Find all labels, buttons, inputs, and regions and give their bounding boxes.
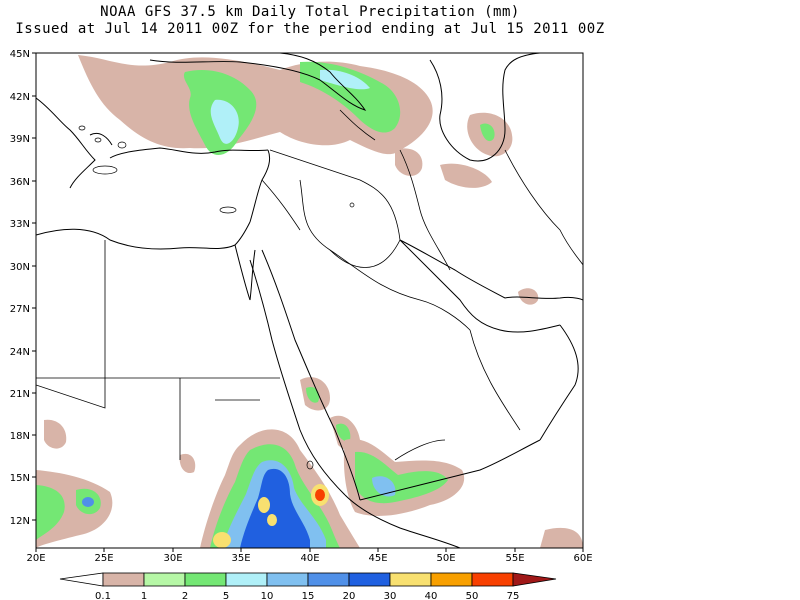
lat-tick: 27N: [10, 304, 36, 315]
precip-area-ethiopia-heavy: [240, 468, 310, 548]
colorbar-label: 5: [223, 591, 229, 600]
lon-label: 55E: [505, 553, 524, 564]
lat-label: 39N: [10, 134, 30, 145]
precip-area-iran-west: [395, 148, 423, 176]
precip-area-chad: [44, 419, 67, 449]
precip-area-turkey-mod: [210, 99, 239, 144]
precip-area-west-light: [36, 485, 65, 540]
precip-area-asir-light: [336, 423, 351, 442]
colorbar-swatch: [143, 572, 186, 587]
precip-area-sudan-north-light: [306, 386, 320, 403]
colorbar-swatch: [471, 572, 514, 587]
lat-tick: 33N: [10, 219, 36, 230]
lat-tick: 24N: [10, 347, 36, 358]
lat-label: 42N: [10, 92, 30, 103]
colorbar-swatch: [348, 572, 391, 587]
colorbar-swatch: [184, 572, 227, 587]
lon-label: 60E: [573, 553, 592, 564]
lon-label: 20E: [26, 553, 45, 564]
lat-label: 12N: [10, 516, 30, 527]
lon-tick: 45E: [368, 548, 388, 564]
colorbar-label: 50: [466, 591, 479, 600]
colorbar-label: 30: [384, 591, 397, 600]
longitude-axis: 20E 25E 30E 35E 40E 45E 50E 55E 60E: [26, 548, 593, 564]
colorbar-label: 0.1: [95, 591, 111, 600]
precip-area-oman: [518, 288, 539, 305]
lat-tick: 12N: [10, 516, 36, 527]
lat-label: 15N: [10, 473, 30, 484]
coastlines: [36, 53, 583, 548]
lat-tick: 39N: [10, 134, 36, 145]
lon-tick: 25E: [94, 548, 114, 564]
precip-cell-yellow: [267, 514, 277, 526]
country-borders: [36, 109, 583, 461]
precip-cell-blue: [82, 497, 94, 507]
lat-tick: 18N: [10, 431, 36, 442]
lat-label: 24N: [10, 347, 30, 358]
lat-tick: 21N: [10, 389, 36, 400]
colorbar-swatch: [225, 572, 268, 587]
lat-tick: 15N: [10, 473, 36, 484]
colorbar-high-arrow: [512, 572, 557, 587]
lat-label: 18N: [10, 431, 30, 442]
lon-tick: 20E: [26, 548, 46, 564]
lon-label: 30E: [163, 553, 182, 564]
colorbar-swatch: [266, 572, 309, 587]
lat-tick: 45N: [10, 49, 36, 60]
lon-label: 45E: [368, 553, 387, 564]
colorbar-label: 75: [507, 591, 520, 600]
colorbar-swatch: [430, 572, 473, 587]
colorbar-low-arrow: [59, 572, 104, 587]
colorbar-swatch: [102, 572, 145, 587]
precip-cell-yellow: [258, 497, 270, 513]
precip-area-west: [36, 470, 113, 548]
lat-tick: 42N: [10, 92, 36, 103]
colorbar-label: 15: [302, 591, 315, 600]
lon-tick: 35E: [231, 548, 251, 564]
precip-area-sea: [540, 527, 583, 548]
precip-cell-yellow: [213, 532, 231, 548]
lat-label: 30N: [10, 262, 30, 273]
lon-tick: 40E: [300, 548, 320, 564]
lon-label: 25E: [94, 553, 113, 564]
precip-area-yemen-mod: [372, 476, 396, 497]
colorbar-label: 40: [425, 591, 438, 600]
lat-label: 21N: [10, 389, 30, 400]
precip-cell-red: [315, 489, 325, 501]
islands: [78, 125, 355, 470]
lon-label: 40E: [300, 553, 319, 564]
lat-label: 36N: [10, 177, 30, 188]
lon-tick: 55E: [505, 548, 525, 564]
precip-area-iran-north: [440, 163, 492, 188]
colorbar-label: 20: [343, 591, 356, 600]
lat-tick: 30N: [10, 262, 36, 273]
lon-tick: 30E: [163, 548, 183, 564]
lon-tick: 50E: [436, 548, 456, 564]
map-title: NOAA GFS 37.5 km Daily Total Precipitati…: [100, 4, 520, 20]
colorbar-swatch: [389, 572, 432, 587]
colorbar-label: 10: [261, 591, 274, 600]
colorbar-label: 1: [141, 591, 147, 600]
lat-label: 45N: [10, 49, 30, 60]
colorbar-label: 2: [182, 591, 188, 600]
precip-area-caspian-light: [480, 123, 495, 142]
lon-tick: 60E: [573, 548, 593, 564]
latitude-axis: 45N 42N 39N 36N 33N 30N 27N 24N 21N 18N …: [10, 49, 36, 527]
precip-area-sudan: [179, 453, 196, 474]
colorbar: 0.1 1 2 5 10 15 20 30 40 50 75: [59, 572, 557, 600]
colorbar-swatch: [307, 572, 350, 587]
lat-tick: 36N: [10, 177, 36, 188]
map-subtitle: Issued at Jul 14 2011 00Z for the period…: [15, 21, 605, 37]
lon-label: 35E: [231, 553, 250, 564]
lon-label: 50E: [436, 553, 455, 564]
lat-label: 27N: [10, 304, 30, 315]
lat-label: 33N: [10, 219, 30, 230]
